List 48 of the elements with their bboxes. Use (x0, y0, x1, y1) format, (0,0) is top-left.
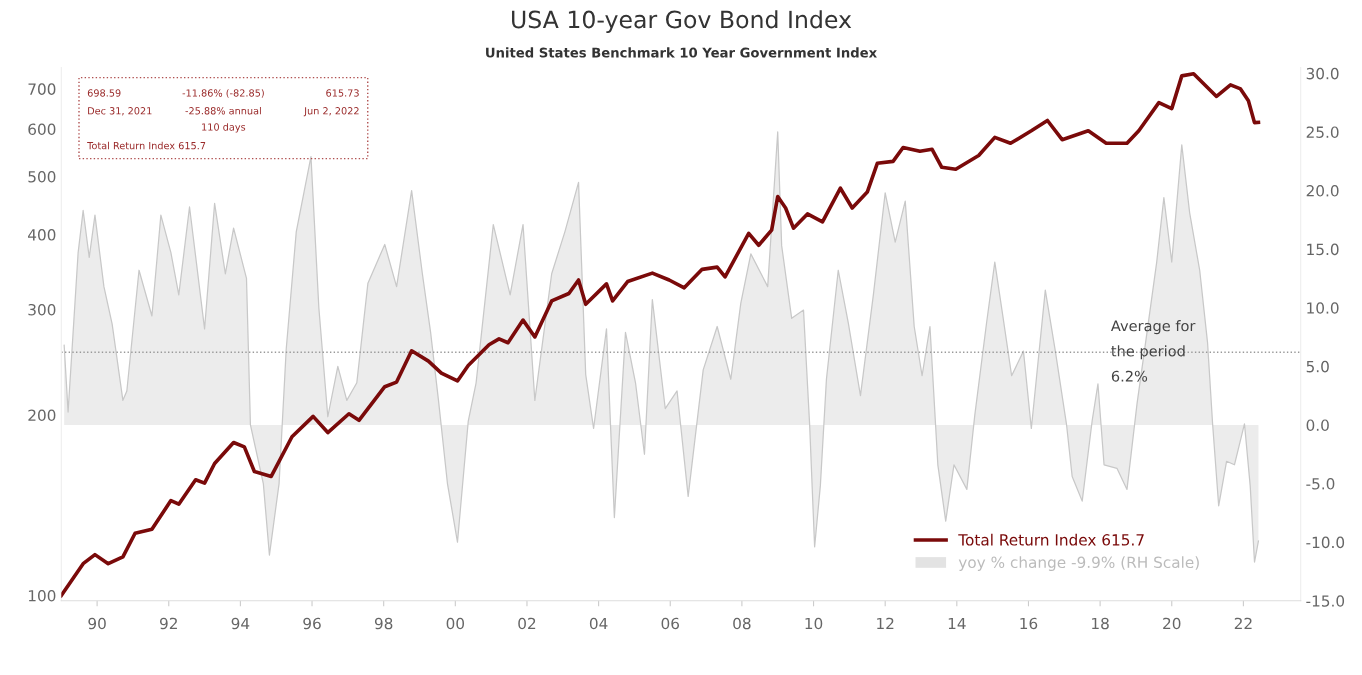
annotation: 698.59 (87, 89, 121, 97)
annotation: 110 days (202, 123, 246, 133)
x-tick-label: 04 (589, 617, 608, 630)
x-tick-label: 08 (733, 617, 751, 630)
chart-title: USA 10-year Gov Bond Index (512, 10, 852, 33)
y-tick-label: 500 (28, 170, 56, 183)
y2-tick-label: 15.0 (1307, 243, 1339, 256)
y2-tick-label: 20.0 (1306, 185, 1339, 197)
y-tick-label: 600 (28, 123, 56, 136)
y2-tick-label: 10.0 (1307, 302, 1339, 314)
y2-tick-label: -5.0 (1306, 478, 1335, 490)
chart-subtitle: United States Benchmark 10 Year Government Index (486, 47, 877, 58)
y2-tick-label: 0.0 (1306, 419, 1329, 431)
x-tick-label: 06 (661, 617, 680, 630)
y2-tick-label: -15.0 (1306, 595, 1345, 607)
x-tick-label: 16 (1020, 617, 1038, 630)
legend-label: yoy % change -9.9% (RH Scale) (958, 556, 1199, 571)
ref-line-label: Average for the period 6.2% (1110, 320, 1196, 382)
y2-tick-label: -10.0 (1306, 536, 1345, 549)
annotation: -11.86% (-82.85) (182, 89, 264, 98)
legend-label: Total Return Index 615.7 (958, 533, 1144, 546)
x-tick-label: 92 (160, 617, 177, 630)
x-tick-label: 94 (231, 617, 250, 630)
x-tick-label: 00 (446, 617, 465, 630)
y2-tick-label: 25.0 (1306, 126, 1339, 138)
x-tick-label: 18 (1092, 617, 1109, 630)
annotation: 615.73 (326, 89, 359, 97)
y-tick-label: 200 (28, 409, 56, 422)
line-series (61, 71, 1261, 598)
y-tick-label: 400 (28, 229, 56, 241)
y-tick-label: 700 (28, 83, 56, 95)
x-tick-label: 14 (948, 617, 966, 630)
x-tick-label: 98 (374, 617, 393, 630)
annotation: Total Return Index 615.7 (87, 141, 206, 150)
y2-tick-label: 5.0 (1306, 360, 1329, 373)
y2-tick-label: 30.0 (1306, 67, 1339, 80)
x-tick-label: 10 (805, 617, 823, 630)
annotation: Dec 31, 2021 (88, 107, 152, 116)
annotation: -25.88% annual (185, 106, 261, 115)
y-tick-label: 100 (28, 589, 56, 602)
x-tick-label: 02 (518, 617, 536, 630)
annotation: Jun 2, 2022 (303, 107, 359, 117)
x-tick-label: 90 (88, 617, 106, 630)
x-tick-label: 96 (303, 617, 321, 630)
y-tick-label: 300 (28, 303, 56, 316)
x-tick-label: 12 (877, 617, 894, 630)
x-tick-label: 20 (1163, 617, 1181, 630)
x-tick-label: 22 (1234, 617, 1252, 630)
